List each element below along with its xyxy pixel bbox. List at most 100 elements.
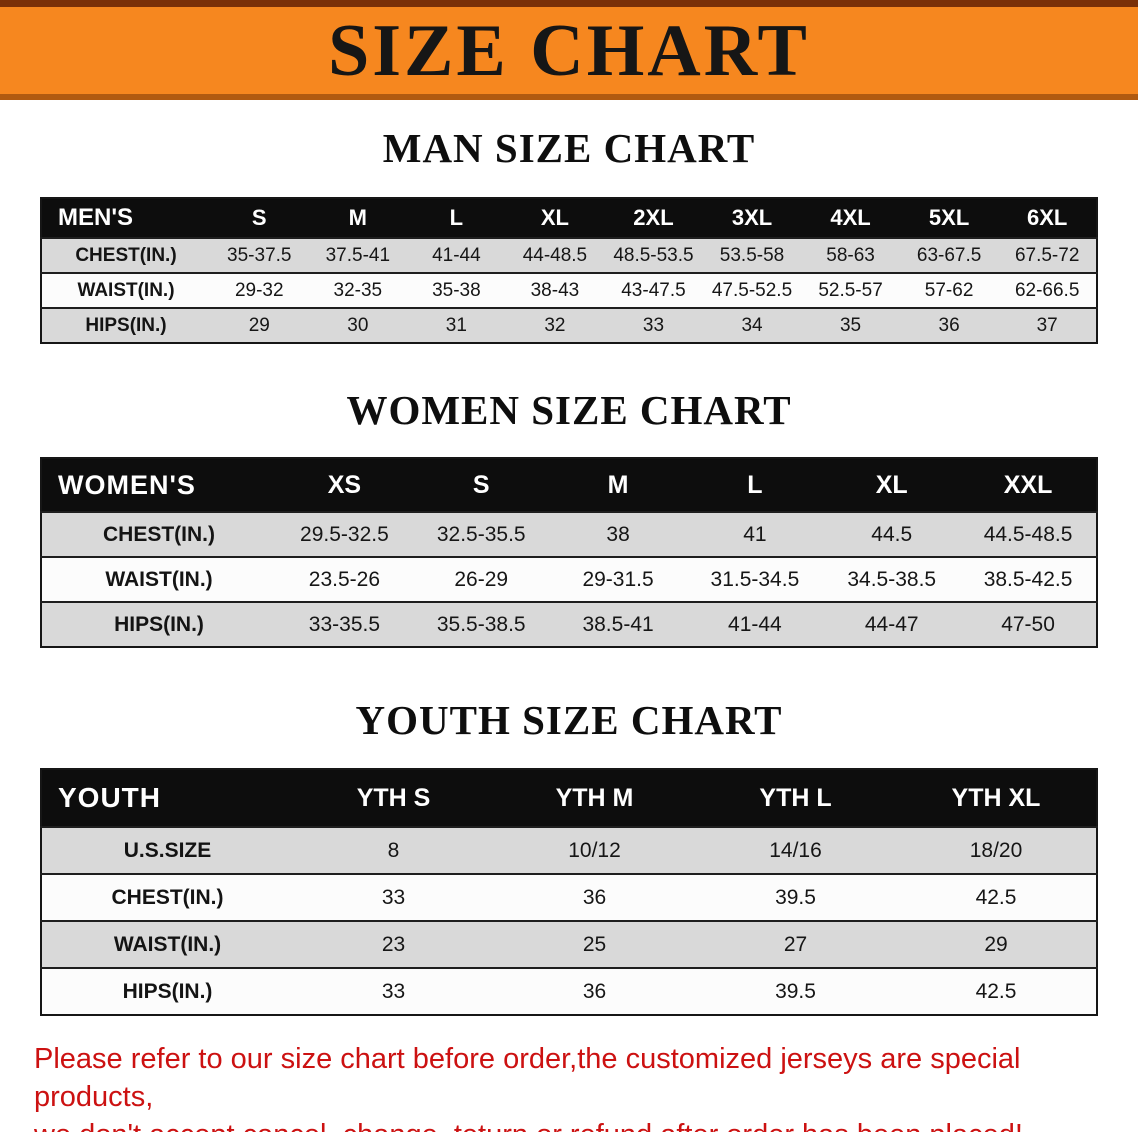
size-header-cell: XL [505, 198, 605, 238]
value-cell: 32 [544, 314, 566, 336]
banner: SIZE CHART [0, 0, 1138, 100]
table-title-cell: YOUTH [41, 769, 293, 827]
table-row: U.S.SIZE 8 10/12 14/16 18/20 [41, 827, 1097, 874]
size-header-cell: 3XL [702, 198, 802, 238]
banner-title: SIZE CHART [328, 9, 810, 92]
value-cell: 29 [248, 314, 270, 336]
value-cell: 33 [381, 979, 406, 1003]
table-row: WAIST(IN.) 29-32 32-35 35-38 38-43 43-47.5 47.… [41, 273, 1097, 308]
value-cell: 31.5-34.5 [710, 567, 800, 591]
value-cell: 14/16 [769, 838, 822, 862]
size-header-cell: M [308, 198, 408, 238]
men-size-table: MEN'S S M L XL 2XL 3XL 4XL 5XL 6XL CHEST(IN.) 35-37… [40, 197, 1098, 344]
table-header-row: WOMEN'S XS S M L XL XXL [41, 458, 1097, 512]
disclaimer-line-1: Please refer to our size chart before or… [34, 1043, 1021, 1113]
table-header-row: MEN'S S M L XL 2XL 3XL 4XL 5XL 6XL [41, 198, 1097, 238]
value-cell: 31 [445, 314, 467, 336]
value-cell: 26-29 [454, 567, 509, 591]
size-header-cell: S [412, 458, 550, 512]
value-cell: 44-47 [864, 612, 919, 636]
size-header-cell: 4XL [801, 198, 900, 238]
size-header-cell: YTH L [695, 769, 896, 827]
table-row: CHEST(IN.) 35-37.5 37.5-41 41-44 44-48.5 48.5… [41, 238, 1097, 273]
value-cell: 30 [347, 314, 369, 336]
table-row: HIPS(IN.) 33-35.5 35.5-38.5 38.5-41 41-44 44-… [41, 602, 1097, 647]
size-header-cell: XS [276, 458, 413, 512]
value-cell: 44.5-48.5 [983, 522, 1073, 546]
table-title-cell: MEN'S [41, 198, 210, 238]
value-cell: 39.5 [775, 885, 816, 909]
value-cell: 67.5-72 [1014, 244, 1080, 266]
value-cell: 38 [606, 522, 630, 546]
women-size-table: WOMEN'S XS S M L XL XXL CHEST(IN.) 29.5-32.5 32.5… [40, 457, 1098, 648]
value-cell: 36 [582, 885, 607, 909]
table-header-row: YOUTH YTH S YTH M YTH L YTH XL [41, 769, 1097, 827]
row-label-cell: WAIST(IN.) [105, 567, 213, 591]
value-cell: 37 [1036, 314, 1058, 336]
value-cell: 42.5 [975, 979, 1017, 1003]
size-header-cell: YTH M [494, 769, 695, 827]
value-cell: 37.5-41 [325, 244, 391, 266]
value-cell: 42.5 [975, 885, 1017, 909]
value-cell: 44.5 [871, 522, 913, 546]
row-label-cell: WAIST(IN.) [113, 932, 222, 956]
value-cell: 41-44 [432, 244, 481, 266]
table-row: WAIST(IN.) 23 25 27 29 [41, 921, 1097, 968]
value-cell: 29-32 [234, 279, 284, 301]
value-cell: 63-67.5 [916, 244, 982, 266]
size-header-cell: L [407, 198, 506, 238]
row-label-cell: CHEST(IN.) [103, 522, 215, 546]
value-cell: 39.5 [775, 979, 816, 1003]
value-cell: 33 [642, 314, 665, 336]
value-cell: 38.5-42.5 [983, 567, 1073, 591]
value-cell: 57-62 [924, 279, 974, 301]
value-cell: 52.5-57 [818, 279, 883, 301]
size-header-cell: S [210, 198, 309, 238]
value-cell: 58-63 [826, 244, 875, 266]
value-cell: 48.5-53.5 [613, 244, 694, 266]
value-cell: 36 [938, 314, 960, 336]
value-cell: 29 [984, 932, 1008, 956]
row-label-cell: WAIST(IN.) [77, 279, 175, 301]
value-cell: 32-35 [333, 279, 383, 301]
value-cell: 23 [381, 932, 406, 956]
value-cell: 34.5-38.5 [847, 567, 937, 591]
size-header-cell: M [549, 458, 687, 512]
row-label-cell: HIPS(IN.) [85, 314, 167, 336]
row-label-cell: HIPS(IN.) [114, 612, 204, 636]
value-cell: 36 [582, 979, 607, 1003]
value-cell: 41-44 [728, 612, 782, 636]
value-cell: 35-37.5 [227, 244, 292, 266]
value-cell: 41 [743, 522, 767, 546]
disclaimer: Please refer to our size chart before or… [0, 1040, 1138, 1132]
size-header-cell: 5XL [899, 198, 999, 238]
value-cell: 35.5-38.5 [436, 612, 526, 636]
value-cell: 47-50 [1001, 612, 1055, 636]
men-section-heading: MAN SIZE CHART [382, 125, 756, 171]
value-cell: 53.5-58 [719, 244, 785, 266]
size-header-cell: YTH S [293, 769, 494, 827]
disclaimer-line-2: we don't accept cancel, change, teturn o… [34, 1116, 1138, 1132]
value-cell: 35-38 [432, 279, 481, 301]
table-title-cell: WOMEN'S [41, 458, 276, 512]
row-label-cell: CHEST(IN.) [75, 244, 177, 266]
value-cell: 10/12 [568, 838, 621, 862]
value-cell: 29.5-32.5 [300, 522, 389, 546]
value-cell: 47.5-52.5 [711, 279, 793, 301]
table-row: HIPS(IN.) 33 36 39.5 42.5 [41, 968, 1097, 1015]
value-cell: 38.5-41 [582, 612, 654, 636]
size-header-cell: 6XL [998, 198, 1097, 238]
value-cell: 29-31.5 [582, 567, 654, 591]
size-header-cell: YTH XL [896, 769, 1097, 827]
value-cell: 43-47.5 [621, 279, 686, 301]
value-cell: 33-35.5 [308, 612, 381, 636]
size-header-cell: 2XL [604, 198, 703, 238]
value-cell: 34 [741, 314, 763, 336]
value-cell: 8 [387, 838, 400, 862]
row-label-cell: CHEST(IN.) [111, 885, 224, 909]
size-header-cell: L [686, 458, 824, 512]
size-header-cell: XL [823, 458, 961, 512]
table-row: WAIST(IN.) 23.5-26 26-29 29-31.5 31.5-34.5 34… [41, 557, 1097, 602]
value-cell: 32.5-35.5 [436, 522, 526, 546]
